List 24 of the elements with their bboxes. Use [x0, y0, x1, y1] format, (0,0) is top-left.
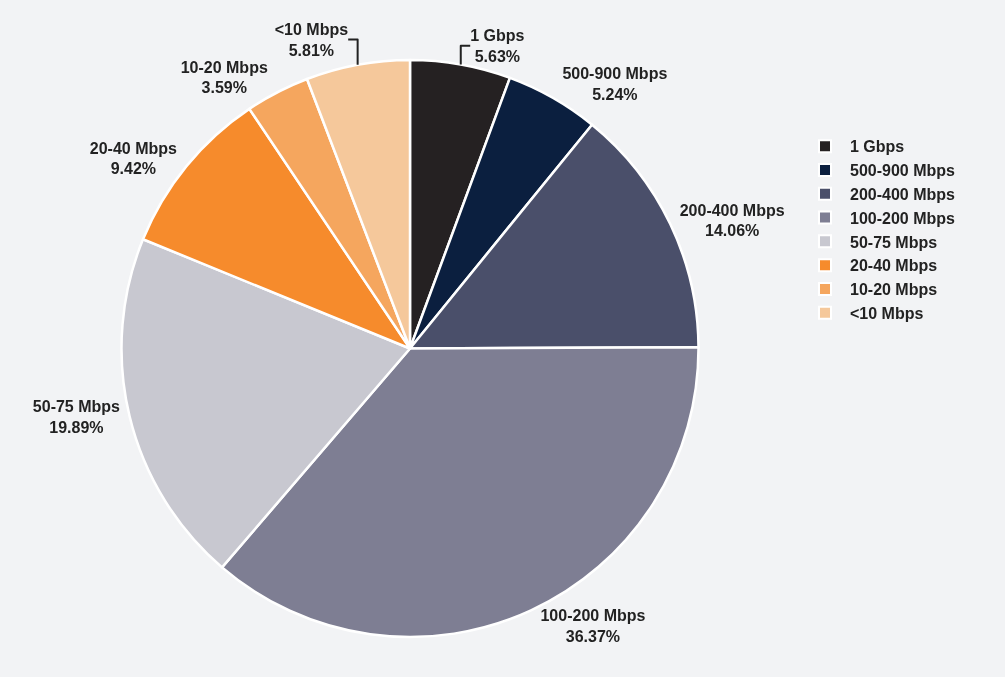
data-label: 5.63%: [474, 47, 521, 65]
slice-label: 10-20 Mbps: [180, 58, 268, 76]
legend-label: 100-200 Mbps: [850, 209, 956, 227]
data-label: 5.24%: [592, 85, 638, 103]
data-label: 14.06%: [705, 222, 760, 240]
legend-label: 50-75 Mbps: [850, 233, 938, 251]
slice-label: 1 Gbps: [470, 26, 525, 44]
slice-label: 200-400 Mbps: [679, 201, 785, 219]
legend-label: 20-40 Mbps: [850, 257, 938, 275]
legend-label: <10 Mbps: [850, 304, 924, 322]
legend-label: 1 Gbps: [850, 138, 905, 156]
data-label: 36.37%: [565, 627, 621, 645]
slice-label: 50-75 Mbps: [32, 398, 121, 416]
legend-label: 10-20 Mbps: [850, 281, 938, 299]
data-label: 19.89%: [49, 419, 104, 436]
slice-label: <10 Mbps: [274, 20, 349, 38]
legend-label: 500-900 Mbps: [850, 162, 956, 180]
slice-label: 100-200 Mbps: [540, 607, 646, 625]
data-label: 3.59%: [201, 79, 247, 97]
data-label: 5.81%: [288, 41, 335, 59]
legend-label: 200-400 Mbps: [850, 185, 956, 203]
slice-label: 500-900 Mbps: [562, 64, 668, 82]
slice-label: 20-40 Mbps: [89, 139, 178, 157]
data-label: 9.42%: [110, 160, 157, 178]
